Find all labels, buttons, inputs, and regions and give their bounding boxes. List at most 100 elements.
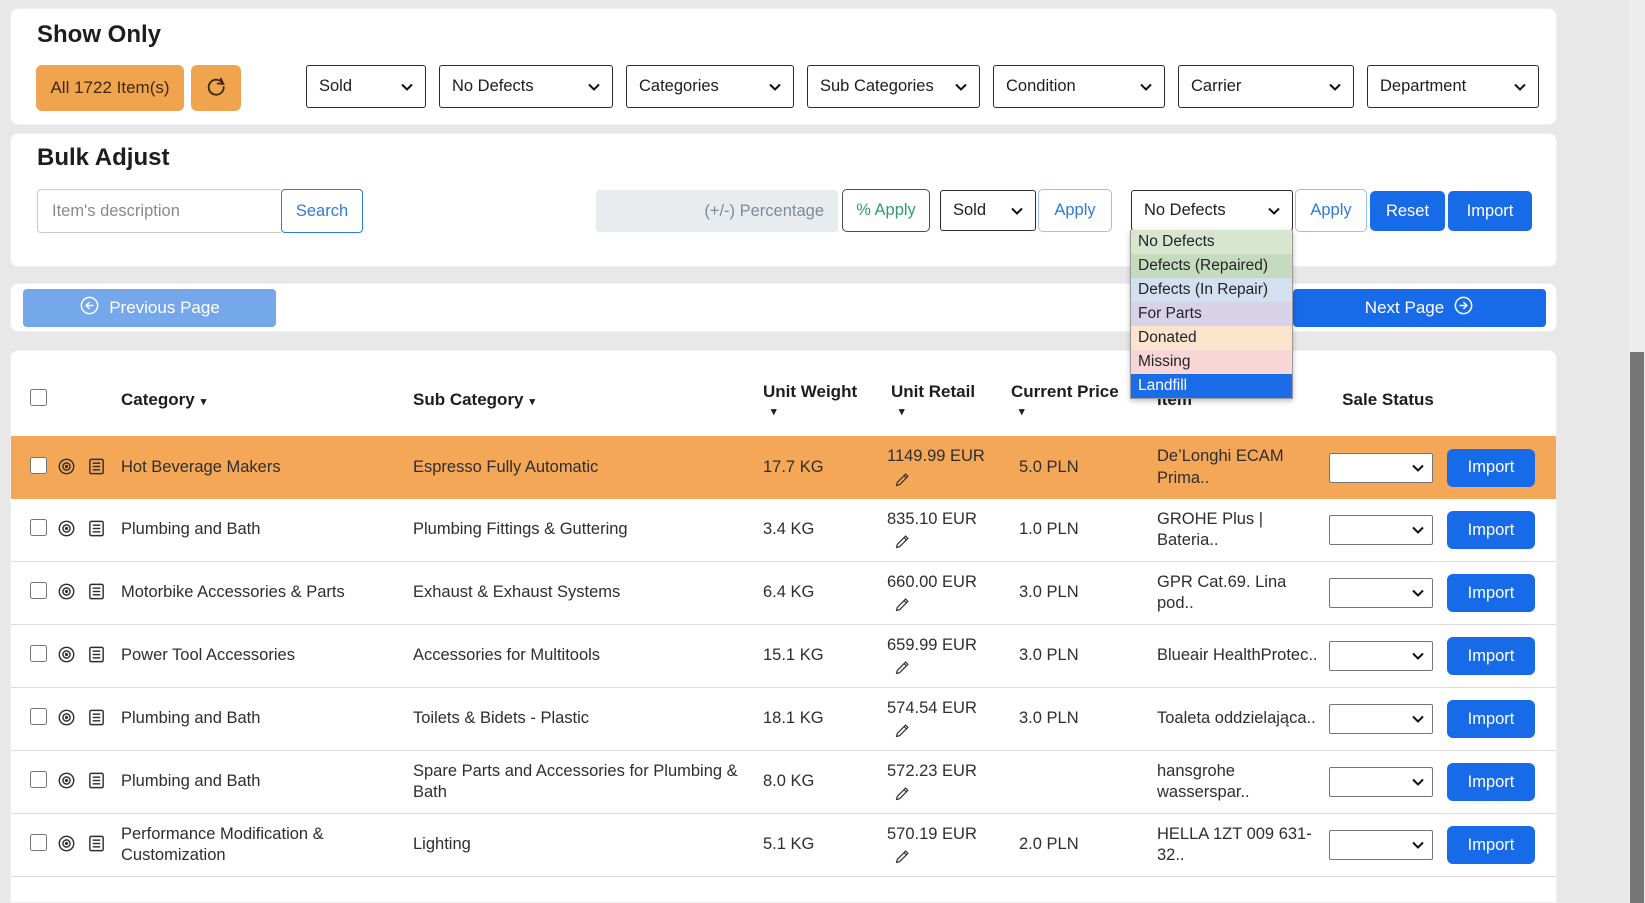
column-header-unit-weight[interactable]: Unit Weight▾	[757, 382, 885, 418]
previous-page-button[interactable]: Previous Page	[23, 289, 276, 327]
defects-dropdown-option-selected[interactable]: Landfill	[1131, 374, 1292, 398]
row-import-button[interactable]: Import	[1447, 763, 1535, 801]
cell-unit-weight: 18.1 KG	[757, 708, 885, 729]
row-checkbox[interactable]	[30, 519, 47, 536]
item-description-input[interactable]	[37, 189, 281, 233]
sale-status-select[interactable]	[1329, 515, 1433, 545]
filter-select-sold[interactable]: Sold	[306, 65, 426, 108]
edit-price-icon[interactable]	[893, 784, 912, 803]
reset-button[interactable]: Reset	[1370, 191, 1445, 231]
column-header-unit-retail[interactable]: Unit Retail▾	[885, 382, 1005, 418]
cell-item: hansgrohe wasserspar..	[1133, 761, 1329, 804]
row-checkbox[interactable]	[30, 771, 47, 788]
all-items-count-button[interactable]: All 1722 Item(s)	[36, 65, 184, 111]
view-item-button[interactable]	[57, 457, 76, 479]
sale-status-select[interactable]	[1329, 767, 1433, 797]
scrollbar-track	[1629, 0, 1645, 903]
filter-select-defects[interactable]: No Defects	[439, 65, 613, 108]
column-header-current-price[interactable]: Current Price▾	[1005, 382, 1133, 418]
cell-current-price: 3.0 PLN	[1005, 708, 1133, 729]
percentage-input[interactable]	[596, 190, 838, 232]
row-import-button[interactable]: Import	[1447, 700, 1535, 738]
item-details-button[interactable]	[87, 771, 106, 793]
view-item-button[interactable]	[57, 708, 76, 730]
cell-item: GROHE Plus | Bateria..	[1133, 509, 1329, 552]
bulk-sold-select[interactable]: Sold	[940, 190, 1036, 231]
sale-status-select[interactable]	[1329, 578, 1433, 608]
filter-select-department[interactable]: Department	[1367, 65, 1539, 108]
search-button[interactable]: Search	[281, 189, 363, 233]
defects-dropdown-option[interactable]: Defects (In Repair)	[1131, 278, 1292, 302]
item-details-button[interactable]	[87, 457, 106, 479]
bulk-import-button[interactable]: Import	[1448, 191, 1532, 231]
select-all-checkbox[interactable]	[30, 389, 47, 406]
item-details-button[interactable]	[87, 834, 106, 856]
filter-select-categories[interactable]: Categories	[626, 65, 794, 108]
edit-price-icon[interactable]	[893, 658, 912, 677]
table-header-row: Category▾ Sub Category▾ Unit Weight▾ Uni…	[11, 351, 1556, 436]
row-checkbox[interactable]	[30, 582, 47, 599]
view-item-button[interactable]	[57, 645, 76, 667]
item-details-button[interactable]	[87, 582, 106, 604]
cell-current-price: 3.0 PLN	[1005, 645, 1133, 666]
sale-status-select[interactable]	[1329, 453, 1433, 483]
defects-dropdown-option[interactable]: Donated	[1131, 326, 1292, 350]
edit-price-icon[interactable]	[893, 847, 912, 866]
edit-price-icon[interactable]	[893, 470, 912, 489]
bulk-sold-select-value: Sold	[953, 201, 986, 220]
row-checkbox[interactable]	[30, 645, 47, 662]
edit-price-icon[interactable]	[893, 595, 912, 614]
cell-category: Motorbike Accessories & Parts	[121, 582, 413, 603]
sale-status-select[interactable]	[1329, 830, 1433, 860]
row-import-button[interactable]: Import	[1447, 637, 1535, 675]
row-import-button[interactable]: Import	[1447, 511, 1535, 549]
chevron-down-icon	[588, 83, 600, 91]
refresh-button[interactable]	[191, 65, 241, 111]
column-header-category[interactable]: Category▾	[121, 390, 413, 410]
sale-status-select[interactable]	[1329, 641, 1433, 671]
edit-price-icon[interactable]	[893, 532, 912, 551]
document-icon	[87, 771, 106, 793]
view-item-button[interactable]	[57, 834, 76, 856]
defects-dropdown-option[interactable]: Defects (Repaired)	[1131, 254, 1292, 278]
bulk-defects-select[interactable]: No Defects	[1131, 190, 1293, 231]
next-page-button[interactable]: Next Page	[1293, 289, 1546, 327]
row-checkbox[interactable]	[30, 457, 47, 474]
defects-dropdown-option[interactable]: No Defects	[1131, 230, 1292, 254]
row-import-button[interactable]: Import	[1447, 574, 1535, 612]
scrollbar-thumb[interactable]	[1630, 352, 1644, 903]
sort-desc-icon: ▾	[771, 405, 777, 418]
filter-select-condition[interactable]: Condition	[993, 65, 1165, 108]
view-item-button[interactable]	[57, 519, 76, 541]
row-import-button[interactable]: Import	[1447, 449, 1535, 487]
percent-apply-button[interactable]: % Apply	[842, 189, 930, 232]
chevron-down-icon	[1412, 652, 1424, 660]
sold-apply-button[interactable]: Apply	[1038, 189, 1112, 232]
view-item-button[interactable]	[57, 582, 76, 604]
cell-current-price: 3.0 PLN	[1005, 582, 1133, 603]
item-details-button[interactable]	[87, 645, 106, 667]
cell-sub-category: Plumbing Fittings & Guttering	[413, 519, 757, 540]
eye-icon	[57, 708, 76, 730]
defects-dropdown-option[interactable]: Missing	[1131, 350, 1292, 374]
cell-unit-retail: 570.19 EUR	[885, 824, 1005, 866]
row-import-button[interactable]: Import	[1447, 826, 1535, 864]
item-details-button[interactable]	[87, 519, 106, 541]
column-header-sub-category[interactable]: Sub Category▾	[413, 390, 757, 410]
defects-dropdown-option[interactable]: For Parts	[1131, 302, 1292, 326]
filter-select-carrier[interactable]: Carrier	[1178, 65, 1354, 108]
eye-icon	[57, 834, 76, 856]
item-details-button[interactable]	[87, 708, 106, 730]
filter-select-sub-categories[interactable]: Sub Categories	[807, 65, 980, 108]
row-checkbox[interactable]	[30, 834, 47, 851]
edit-price-icon[interactable]	[893, 721, 912, 740]
cell-sub-category: Lighting	[413, 834, 757, 855]
table-row: Hot Beverage Makers Espresso Fully Autom…	[11, 436, 1556, 499]
cell-category: Plumbing and Bath	[121, 708, 413, 729]
defects-apply-button[interactable]: Apply	[1295, 189, 1367, 232]
view-item-button[interactable]	[57, 771, 76, 793]
sale-status-select[interactable]	[1329, 704, 1433, 734]
row-checkbox[interactable]	[30, 708, 47, 725]
sort-desc-icon: ▾	[530, 396, 536, 408]
table-row: Motorbike Accessories & Parts Exhaust & …	[11, 562, 1556, 625]
